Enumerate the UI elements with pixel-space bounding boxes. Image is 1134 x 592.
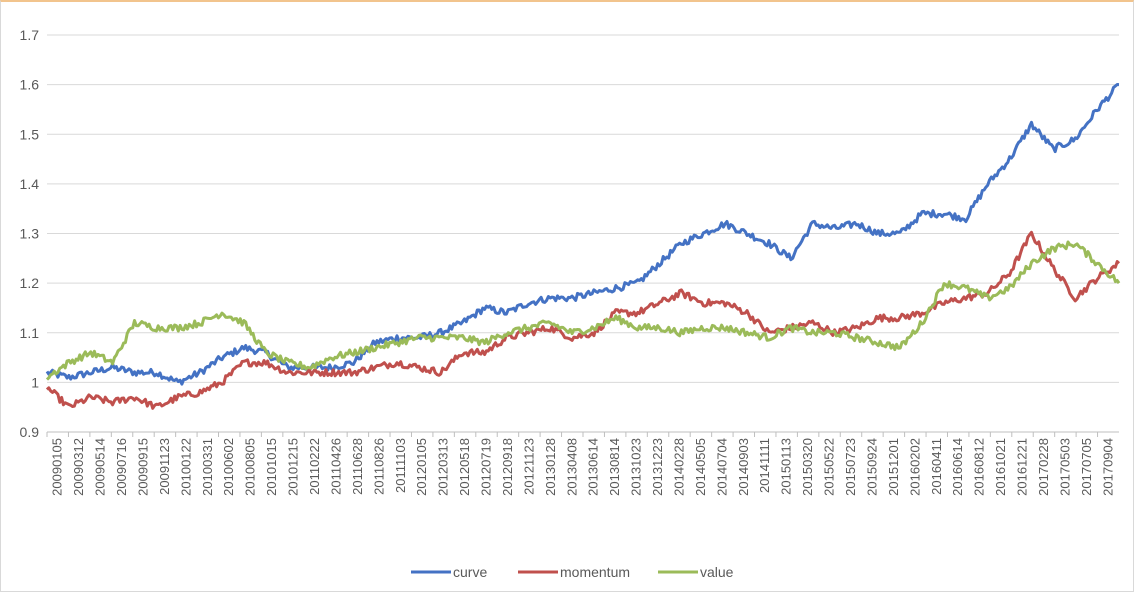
y-tick-label: 1.1 — [20, 325, 40, 341]
x-tick-label: 20120719 — [479, 438, 494, 496]
x-tick-label: 20111103 — [393, 438, 408, 493]
x-tick-label: 20140505 — [693, 438, 708, 496]
y-tick-label: 1.2 — [20, 275, 40, 291]
x-tick-label: 20131023 — [629, 438, 644, 496]
x-tick-label: 20160411 — [929, 438, 944, 495]
x-tick-label: 20170228 — [1036, 438, 1051, 496]
x-tick-label: 20140903 — [736, 438, 751, 496]
x-tick-label: 20130408 — [564, 438, 579, 496]
x-tick-label: 20090312 — [71, 438, 86, 496]
x-tick-label: 20160812 — [972, 438, 987, 496]
x-tick-label: 20120918 — [500, 438, 515, 496]
x-tick-label: 20150320 — [800, 438, 815, 496]
x-tick-label: 20141111 — [757, 438, 772, 493]
x-tick-label: 20090915 — [135, 438, 150, 496]
x-tick-label: 20140704 — [714, 438, 729, 496]
x-tick-label: 20120313 — [436, 438, 451, 496]
x-tick-label: 20101215 — [286, 438, 301, 496]
x-tick-label: 20090514 — [93, 438, 108, 496]
y-axis: 0.9 1 1.1 1.2 1.3 1.4 1.5 1.6 1.7 — [20, 27, 40, 440]
y-tick-label: 1.4 — [20, 176, 40, 192]
gridlines — [47, 34, 1119, 433]
x-tick-label: 20100331 — [200, 438, 215, 496]
x-tick-label: 20160202 — [907, 438, 922, 496]
legend: curve momentum value — [411, 564, 734, 580]
x-tick-label: 20150113 — [779, 438, 794, 495]
x-tick-label: 20151201 — [886, 438, 901, 496]
x-tick-label: 20150723 — [843, 438, 858, 496]
x-tick-label: 20110426 — [328, 438, 343, 495]
x-tick-label: 20170904 — [1100, 438, 1115, 496]
x-tick-label: 20090716 — [114, 438, 129, 496]
x-axis: 20090105 20090312 20090514 20090716 20090915… — [46, 432, 1115, 496]
series-line-curve — [45, 83, 1120, 386]
x-tick-label: 20110222 — [307, 438, 322, 495]
x-tick-label: 20100602 — [221, 438, 236, 496]
plot-area — [45, 83, 1121, 410]
x-tick-label: 20101015 — [264, 438, 279, 496]
y-tick-label: 1.3 — [20, 226, 40, 242]
y-tick-label: 1.7 — [20, 27, 40, 43]
x-tick-label: 20150522 — [822, 438, 837, 496]
x-tick-label: 20091123 — [157, 438, 172, 495]
series-line-value — [45, 240, 1121, 381]
x-tick-label: 20120105 — [414, 438, 429, 496]
x-tick-label: 20120518 — [457, 438, 472, 496]
x-tick-label: 20110826 — [371, 438, 386, 495]
y-tick-label: 1.5 — [20, 126, 40, 142]
x-tick-label: 20100805 — [243, 438, 258, 496]
x-tick-label: 20130614 — [586, 438, 601, 496]
x-tick-label: 20131223 — [650, 438, 665, 496]
x-tick-label: 20161021 — [993, 438, 1008, 496]
x-tick-label: 20100122 — [178, 438, 193, 496]
legend-label-value: value — [700, 564, 734, 580]
x-tick-label: 20170705 — [1079, 438, 1094, 496]
x-tick-label: 20140228 — [671, 438, 686, 496]
x-tick-label: 20170503 — [1057, 438, 1072, 496]
y-tick-label: 0.9 — [20, 424, 40, 440]
x-tick-label: 20160614 — [950, 438, 965, 496]
legend-label-momentum: momentum — [560, 564, 630, 580]
x-tick-label: 20090105 — [50, 438, 65, 496]
x-tick-label: 20130814 — [607, 438, 622, 496]
legend-label-curve: curve — [453, 564, 487, 580]
x-tick-label: 20150924 — [864, 438, 879, 496]
y-tick-label: 1.6 — [20, 77, 40, 93]
x-tick-label: 20161221 — [1015, 438, 1030, 496]
x-tick-label: 20110628 — [350, 438, 365, 495]
x-tick-label: 20121123 — [521, 438, 536, 495]
x-tick-label: 20130128 — [543, 438, 558, 496]
y-tick-label: 1 — [31, 374, 39, 390]
